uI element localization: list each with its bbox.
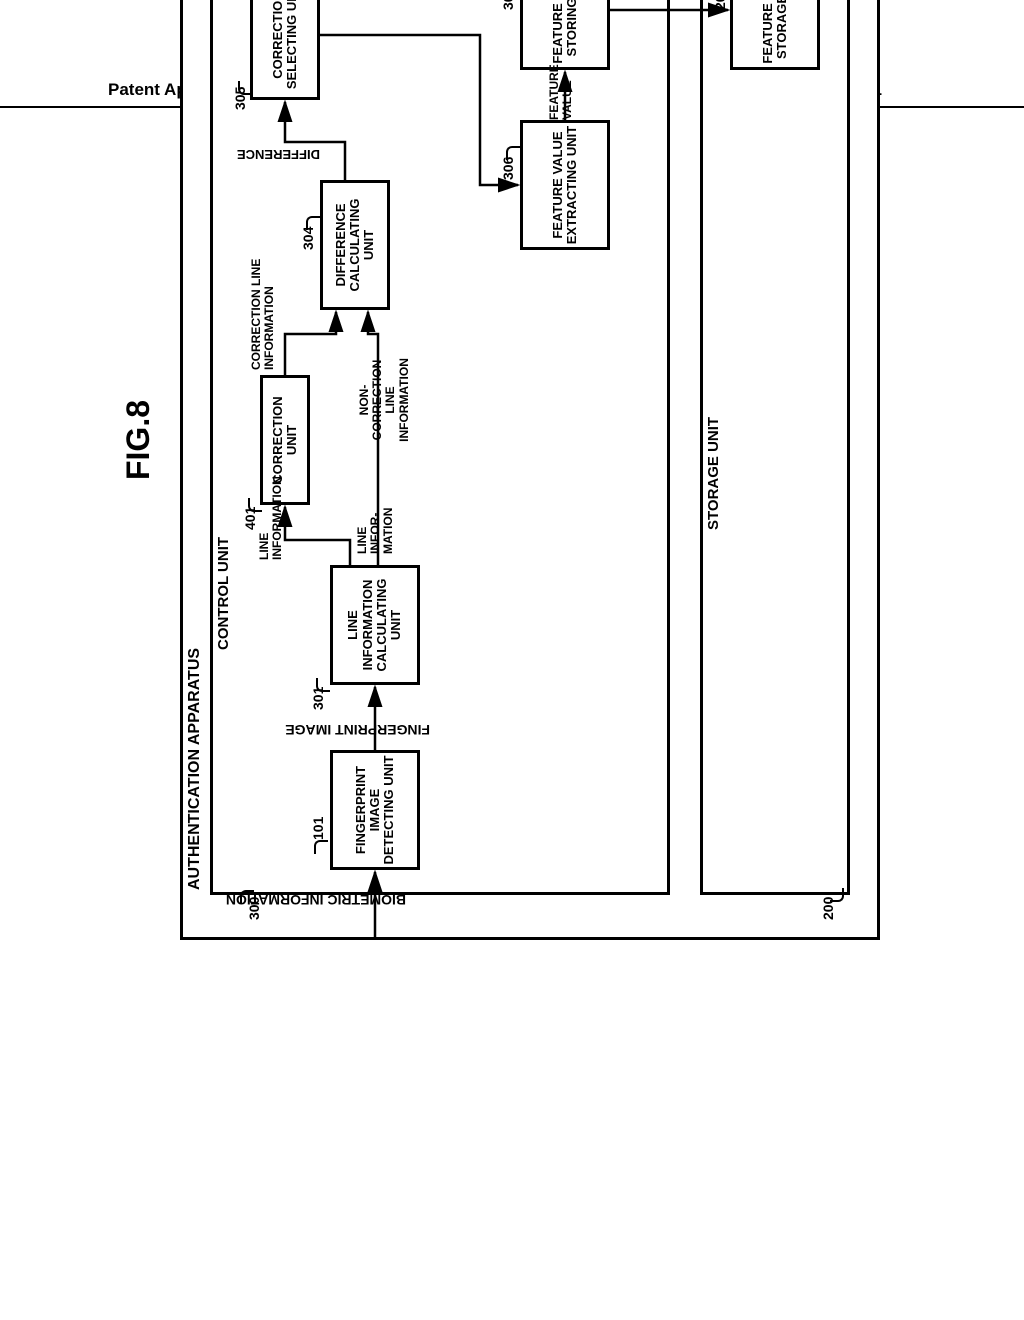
line-information-up-label: LINE INFORMATION: [258, 505, 284, 560]
hook-305: [238, 81, 252, 95]
feature-value-extracting-unit: FEATURE VALUE EXTRACTING UNIT: [520, 120, 610, 250]
authentication-apparatus-label: AUTHENTICATION APPARATUS: [186, 648, 204, 890]
fingerprint-image-detecting-unit: FINGERPRINT IMAGE DETECTING UNIT: [330, 750, 420, 870]
correction-selecting-unit: CORRECTION SELECTING UNIT: [250, 0, 320, 100]
u304-text: DIFFERENCE CALCULATING UNIT: [334, 185, 377, 305]
line-information-down-label: LINE INFOR- MATION: [356, 506, 396, 554]
correction-unit: CORRECTION UNIT: [260, 375, 310, 505]
storage-unit-box: [700, 0, 850, 895]
ref-101: 101: [310, 817, 326, 840]
u101-text: FINGERPRINT IMAGE DETECTING UNIT: [354, 755, 397, 865]
u301-text: LINE INFORMATION CALCULATING UNIT: [346, 570, 403, 680]
feature-value-label: FEATURE VALUE: [548, 66, 574, 120]
patent-page: Patent Application Publication Jun. 30, …: [0, 0, 1024, 1320]
hook-101: [314, 840, 328, 854]
fingerprint-image-label: FINGERPRINT IMAGE: [285, 722, 430, 738]
figure-container: FIG.8 AUTHENTICATION APPARATUS 100 CONTR…: [120, 170, 900, 1220]
biometric-information-label: BIOMETRIC INFORMATION: [226, 892, 406, 908]
storage-unit-label: STORAGE UNIT: [706, 417, 723, 530]
difference-calculating-unit: DIFFERENCE CALCULATING UNIT: [320, 180, 390, 310]
u307-text: FEATURE VALUE STORING UNIT: [551, 0, 580, 65]
hook-200: [830, 888, 844, 902]
hook-301: [316, 678, 330, 692]
hook-306: [506, 146, 520, 160]
ref-201: 201: [712, 0, 728, 10]
ref-304: 304: [300, 227, 316, 250]
control-unit-label: CONTROL UNIT: [216, 537, 233, 650]
line-information-calculating-unit: LINE INFORMATION CALCULATING UNIT: [330, 565, 420, 685]
figure-rotated: FIG.8 AUTHENTICATION APPARATUS 100 CONTR…: [120, 0, 900, 950]
non-correction-line-info-label: NON- CORRECTION LINE INFORMATION: [358, 350, 411, 450]
difference-label: DIFFERENCE: [237, 147, 320, 162]
correction-line-info-label: CORRECTION LINE INFORMATION: [250, 230, 276, 370]
ref-307: 307: [500, 0, 516, 10]
figure-title: FIG.8: [120, 400, 157, 480]
ref-306: 306: [500, 157, 516, 180]
feature-value-storing-unit: FEATURE VALUE STORING UNIT: [520, 0, 610, 70]
hook-304: [306, 216, 320, 230]
u305-text: CORRECTION SELECTING UNIT: [271, 0, 300, 95]
feature-value-storage-unit: FEATURE VALUE STORAGE UNIT: [730, 0, 820, 70]
u306-text: FEATURE VALUE EXTRACTING UNIT: [551, 125, 580, 245]
u201-text: FEATURE VALUE STORAGE UNIT: [761, 0, 790, 65]
